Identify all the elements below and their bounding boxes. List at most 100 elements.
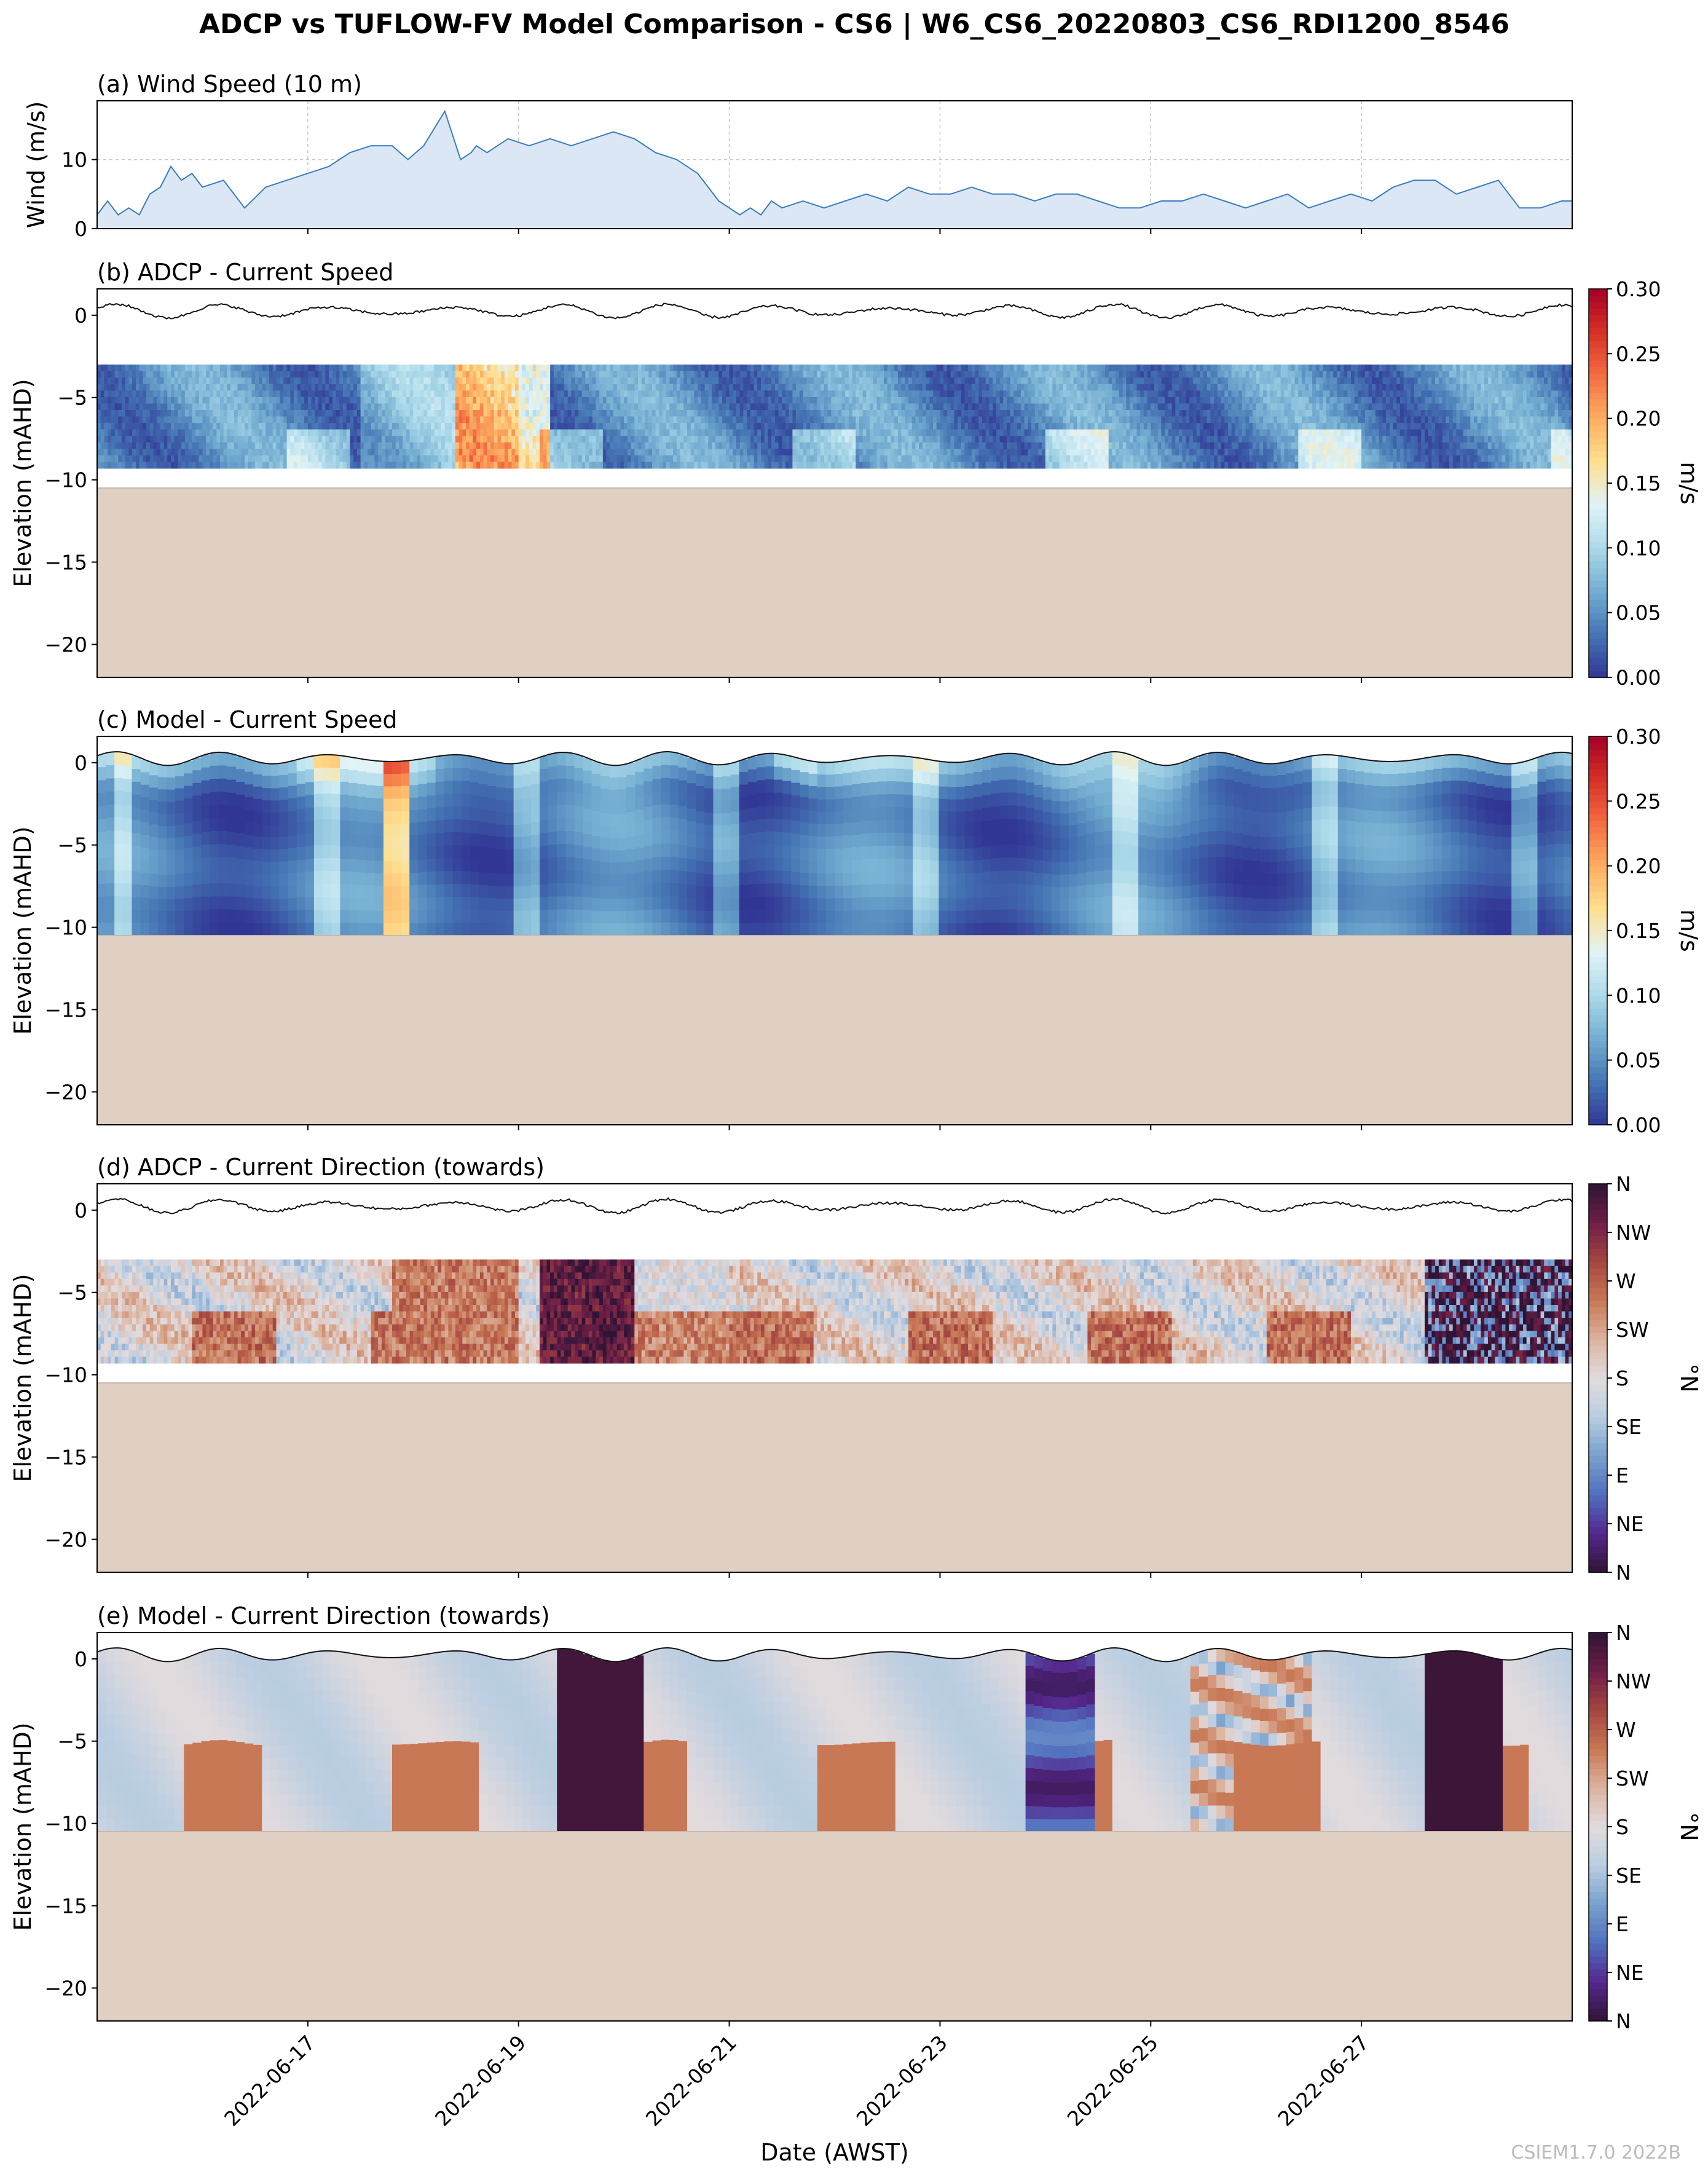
heatmap-cell <box>361 430 364 436</box>
heatmap-cell <box>378 436 382 443</box>
heatmap-cell <box>220 390 224 397</box>
heatmap-cell <box>388 371 392 378</box>
heatmap-cell <box>698 443 701 449</box>
heatmap-cell <box>683 455 687 462</box>
heatmap-cell <box>431 455 435 462</box>
heatmap-cell <box>648 430 652 436</box>
heatmap-cell <box>283 384 287 391</box>
heatmap-cell <box>128 449 132 455</box>
heatmap-cell <box>484 377 487 384</box>
heatmap-cell <box>656 449 659 455</box>
heatmap-cell <box>740 410 744 417</box>
heatmap-cell <box>701 462 705 468</box>
heatmap-cell <box>238 462 242 468</box>
heatmap-cell <box>536 462 540 468</box>
heatmap-cell <box>575 410 578 417</box>
heatmap-cell <box>540 390 543 397</box>
heatmap-cell <box>325 443 329 449</box>
heatmap-cell <box>740 384 744 391</box>
heatmap-cell <box>511 430 515 436</box>
heatmap-cell <box>312 423 315 430</box>
heatmap-cell <box>701 410 705 417</box>
heatmap-cell <box>536 423 540 430</box>
heatmap-cell <box>364 462 368 468</box>
heatmap-cell <box>448 430 452 436</box>
heatmap-cell <box>620 390 624 397</box>
heatmap-cell <box>160 449 164 455</box>
heatmap-cell <box>628 410 631 417</box>
heatmap-cell <box>476 430 480 436</box>
heatmap-cell <box>336 462 340 468</box>
heatmap-cell <box>276 384 280 391</box>
heatmap-cell <box>733 443 736 449</box>
heatmap-cell <box>108 443 111 449</box>
heatmap-cell <box>694 462 698 468</box>
heatmap-cell <box>722 436 726 443</box>
heatmap-cell <box>620 377 624 384</box>
heatmap-cell <box>585 390 589 397</box>
heatmap-cell <box>273 436 277 443</box>
heatmap-cell <box>315 455 318 462</box>
heatmap-cell <box>540 443 543 449</box>
heatmap-cell <box>501 423 505 430</box>
heatmap-cell <box>631 430 635 436</box>
heatmap-cell <box>564 404 568 411</box>
heatmap-cell <box>350 364 353 371</box>
heatmap-cell <box>140 384 143 391</box>
heatmap-cell <box>543 371 547 378</box>
heatmap-cell <box>519 443 522 449</box>
heatmap-cell <box>312 436 315 443</box>
figure-title: ADCP vs TUFLOW-FV Model Comparison - CS6… <box>199 9 1509 40</box>
heatmap-cell <box>410 410 414 417</box>
heatmap-cell <box>582 417 586 423</box>
heatmap-cell <box>132 384 136 391</box>
heatmap-cell <box>423 455 427 462</box>
heatmap-cell <box>455 417 459 423</box>
heatmap-cell <box>181 455 185 462</box>
heatmap-cell <box>227 384 230 391</box>
heatmap-cell <box>122 449 125 455</box>
heatmap-cell <box>522 417 525 423</box>
heatmap-cell <box>712 423 715 430</box>
heatmap-cell <box>666 436 670 443</box>
heatmap-cell <box>470 443 473 449</box>
heatmap-cell <box>712 377 715 384</box>
heatmap-cell <box>143 443 146 449</box>
heatmap-cell <box>543 377 547 384</box>
heatmap-cell <box>304 397 308 404</box>
heatmap-cell <box>617 397 621 404</box>
heatmap-cell <box>638 377 642 384</box>
heatmap-cell <box>691 364 695 371</box>
heatmap-cell <box>329 364 333 371</box>
heatmap-cell <box>698 462 701 468</box>
heatmap-cell <box>462 397 466 404</box>
heatmap-cell <box>546 430 550 436</box>
heatmap-cell <box>596 462 599 468</box>
heatmap-cell <box>533 397 537 404</box>
heatmap-cell <box>470 449 473 455</box>
heatmap-cell <box>230 397 234 404</box>
heatmap-cell <box>698 371 701 378</box>
heatmap-cell <box>455 384 459 391</box>
heatmap-cell <box>160 390 164 397</box>
heatmap-cell <box>371 436 375 443</box>
heatmap-cell <box>642 436 645 443</box>
heatmap-cell <box>118 371 122 378</box>
heatmap-cell <box>315 436 318 443</box>
heatmap-cell <box>224 455 227 462</box>
heatmap-cell <box>656 430 659 436</box>
heatmap-cell <box>171 449 175 455</box>
heatmap-cell <box>241 404 245 411</box>
heatmap-cell <box>224 449 227 455</box>
heatmap-cell <box>497 436 501 443</box>
heatmap-cell <box>543 417 547 423</box>
heatmap-cell <box>568 430 572 436</box>
heatmap-cell <box>683 449 687 455</box>
heatmap-cell <box>118 455 122 462</box>
heatmap-cell <box>213 423 217 430</box>
heatmap-cell <box>452 410 455 417</box>
heatmap-cell <box>382 436 385 443</box>
heatmap-cell <box>645 443 648 449</box>
heatmap-cell <box>578 455 582 462</box>
heatmap-cell <box>189 404 192 411</box>
